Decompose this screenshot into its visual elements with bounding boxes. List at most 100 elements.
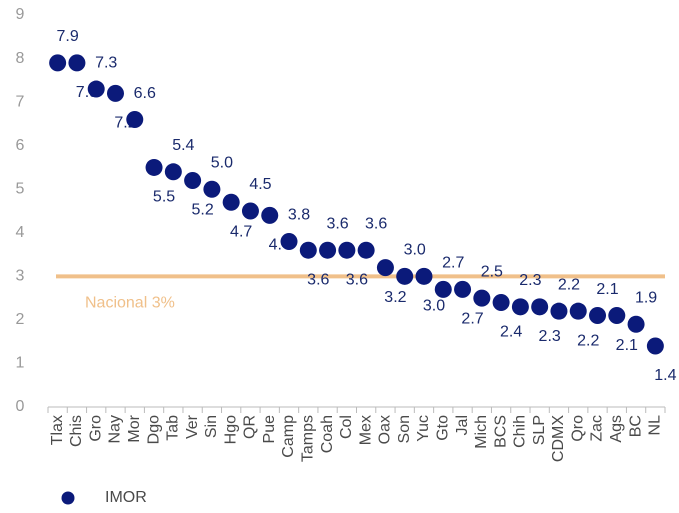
dot <box>454 280 472 298</box>
x-tick-label: NL <box>647 415 664 436</box>
value-label: 5.5 <box>153 189 175 206</box>
value-label: 4.7 <box>230 224 252 241</box>
x-tick-label: Nay <box>107 415 124 443</box>
x-tick-label: Ver <box>184 414 201 439</box>
dot <box>299 241 317 259</box>
value-label: 6.6 <box>134 85 156 102</box>
dot <box>319 241 337 259</box>
value-label: 5.0 <box>211 154 233 171</box>
value-label: 1.4 <box>654 367 676 384</box>
dot <box>415 267 433 285</box>
x-tick-label: Mich <box>473 415 490 449</box>
dot <box>184 172 202 190</box>
value-label: 2.7 <box>442 255 464 272</box>
dot <box>261 206 279 224</box>
dot <box>106 84 124 102</box>
y-tick-label: 4 <box>16 224 25 241</box>
x-tick-label: Camp <box>280 415 297 458</box>
value-label: 2.3 <box>519 272 541 289</box>
dot <box>280 232 298 250</box>
value-label: 2.5 <box>481 263 503 280</box>
y-tick-label: 7 <box>16 93 25 110</box>
value-label: 3.0 <box>404 242 426 259</box>
dot <box>338 241 356 259</box>
value-label: 3.6 <box>346 271 368 288</box>
dot <box>434 280 452 298</box>
y-tick-label: 3 <box>16 268 25 285</box>
legend-label: IMOR <box>105 489 147 506</box>
value-label: 3.8 <box>288 207 310 224</box>
y-tick-label: 2 <box>16 311 25 328</box>
x-tick-label: Ags <box>608 415 625 443</box>
x-tick-label: Pue <box>261 415 278 444</box>
value-label: 3.6 <box>326 215 348 232</box>
reference-label: Nacional 3% <box>85 295 175 312</box>
dot <box>646 337 664 355</box>
value-label: 2.2 <box>558 276 580 293</box>
value-label: 3.2 <box>384 289 406 306</box>
x-tick-label: Yuc <box>415 415 432 442</box>
x-tick-label: Oax <box>377 415 394 444</box>
y-tick-label: 9 <box>16 6 25 23</box>
x-tick-label: Qro <box>569 415 586 442</box>
value-label: 3.6 <box>307 271 329 288</box>
dot <box>492 293 510 311</box>
dot <box>357 241 375 259</box>
x-tick-label: Jal <box>454 415 471 435</box>
dot <box>68 54 86 72</box>
dot <box>87 80 105 98</box>
y-tick-label: 5 <box>16 180 25 197</box>
dot <box>511 298 529 316</box>
x-tick-label: Sin <box>203 415 220 438</box>
x-tick-label: Col <box>338 415 355 439</box>
x-tick-label: SLP <box>531 415 548 445</box>
dot <box>473 289 491 307</box>
value-label: 2.1 <box>596 281 618 298</box>
x-tick-label: Gto <box>434 415 451 441</box>
x-tick-label: Dgo <box>145 415 162 444</box>
value-label: 5.4 <box>172 137 194 154</box>
dot <box>49 54 67 72</box>
dot <box>627 315 645 333</box>
x-tick-label: Gro <box>87 415 104 442</box>
value-label: 7.3 <box>95 54 117 71</box>
dot <box>203 180 221 198</box>
value-label: 2.4 <box>500 324 522 341</box>
legend-marker <box>61 491 75 505</box>
x-tick-label: Tab <box>165 415 182 441</box>
dot <box>531 298 549 316</box>
dot <box>222 193 240 211</box>
x-tick-label: Mex <box>357 415 374 445</box>
dot <box>569 302 587 320</box>
x-tick-label: Hgo <box>222 415 239 444</box>
y-tick-label: 1 <box>16 355 25 372</box>
value-label: 7.9 <box>57 28 79 45</box>
dot <box>241 202 259 220</box>
x-tick-label: Coah <box>319 415 336 453</box>
dot <box>164 163 182 181</box>
x-tick-label: Tamps <box>300 415 317 462</box>
x-tick-label: Chis <box>68 415 85 447</box>
x-tick-label: Son <box>396 415 413 443</box>
value-label: 1.9 <box>635 289 657 306</box>
dot <box>396 267 414 285</box>
value-label: 4.5 <box>249 176 271 193</box>
x-tick-label: Chih <box>512 415 529 448</box>
dot <box>608 307 626 325</box>
value-label: 2.3 <box>539 328 561 345</box>
value-label: 3.6 <box>365 215 387 232</box>
value-label: 2.2 <box>577 332 599 349</box>
value-label: 2.1 <box>616 337 638 354</box>
dot <box>376 259 394 277</box>
dot <box>589 307 607 325</box>
dot <box>145 158 163 176</box>
x-tick-label: Tlax <box>49 415 66 445</box>
dot <box>550 302 568 320</box>
x-tick-label: BCS <box>492 415 509 448</box>
value-label: 5.2 <box>191 202 213 219</box>
y-tick-label: 8 <box>16 50 25 67</box>
y-tick-label: 0 <box>16 398 25 415</box>
y-tick-label: 6 <box>16 137 25 154</box>
x-tick-label: BC <box>627 415 644 437</box>
